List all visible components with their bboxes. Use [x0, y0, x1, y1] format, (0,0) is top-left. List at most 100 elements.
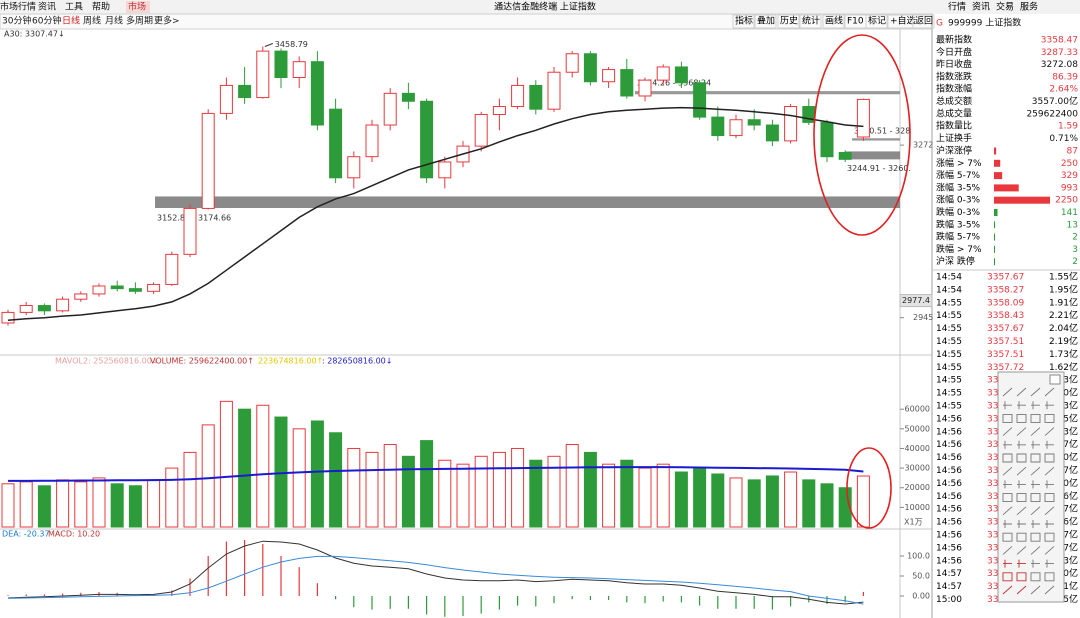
toolbar-button[interactable]: 叠加	[757, 16, 775, 27]
palette-tool[interactable]	[1030, 493, 1041, 503]
toolbar-button[interactable]: 统计	[802, 15, 820, 27]
palette-tool[interactable]	[1003, 520, 1012, 528]
palette-close[interactable]	[1049, 374, 1061, 385]
palette-tool[interactable]	[1045, 440, 1054, 449]
palette-tool[interactable]	[1031, 520, 1040, 528]
palette-tool[interactable]	[1044, 466, 1055, 476]
palette-tool[interactable]	[1030, 572, 1041, 582]
palette-tool[interactable]	[1017, 480, 1026, 489]
palette-tool[interactable]	[1002, 387, 1013, 397]
palette-tool[interactable]	[1044, 453, 1055, 463]
toolbar-button[interactable]: 历史	[780, 15, 798, 27]
palette-tool[interactable]	[1030, 453, 1041, 463]
volume-bar	[383, 444, 397, 528]
palette-tool[interactable]	[1030, 387, 1041, 397]
palette-tool[interactable]	[1016, 466, 1027, 476]
palette-tool[interactable]	[1002, 413, 1013, 423]
palette-tool[interactable]	[1044, 585, 1055, 595]
period-button[interactable]: 30分钟	[2, 15, 31, 27]
palette-tool[interactable]	[1002, 466, 1013, 476]
palette-tool[interactable]	[1044, 427, 1055, 436]
top-button[interactable]: 服务	[1020, 1, 1038, 13]
menu-item[interactable]: 资讯	[38, 2, 56, 13]
palette-tool[interactable]	[1044, 546, 1055, 555]
palette-tool[interactable]	[1017, 440, 1026, 449]
palette-tool[interactable]	[1016, 427, 1027, 436]
stat-label: 沪深 跌停	[936, 255, 975, 267]
period-button[interactable]: 日线	[62, 15, 80, 27]
palette-tool[interactable]	[1045, 401, 1054, 410]
palette-tool[interactable]	[1002, 493, 1013, 503]
palette-tool[interactable]	[1045, 520, 1054, 528]
toolbar-button-frame	[754, 14, 777, 29]
period-button[interactable]: 多周期	[126, 15, 153, 27]
palette-tool[interactable]	[1045, 480, 1054, 489]
candle-body	[620, 69, 634, 97]
tick-price: 3357.72	[987, 363, 1024, 373]
palette-tool[interactable]	[1017, 559, 1026, 568]
palette-tool[interactable]	[1002, 427, 1013, 436]
palette-tool[interactable]	[1016, 453, 1027, 463]
palette-tool[interactable]	[1044, 387, 1055, 397]
toolbar-button[interactable]: +自选	[890, 15, 916, 27]
period-button[interactable]: 更多>	[154, 15, 180, 27]
top-button[interactable]: 资讯	[972, 2, 990, 13]
palette-tool[interactable]	[1031, 440, 1040, 449]
palette-tool[interactable]	[1016, 387, 1027, 397]
palette-tool[interactable]	[1044, 506, 1055, 516]
top-button[interactable]: 交易	[996, 1, 1014, 13]
palette-tool[interactable]	[1044, 572, 1055, 582]
palette-tool[interactable]	[1044, 532, 1055, 542]
palette-tool[interactable]	[1003, 480, 1012, 489]
palette-tool[interactable]	[1016, 413, 1027, 423]
palette-tool[interactable]	[1030, 506, 1041, 516]
palette-tool[interactable]	[1017, 401, 1026, 410]
palette-tool[interactable]	[1030, 585, 1041, 595]
palette-tool[interactable]	[1031, 559, 1040, 568]
palette-tool[interactable]	[1002, 546, 1013, 555]
palette-tool[interactable]	[1002, 532, 1013, 542]
period-button[interactable]: 60分钟	[32, 15, 61, 27]
palette-tool[interactable]	[1030, 546, 1041, 555]
palette-tool[interactable]	[1016, 572, 1027, 582]
menu-item[interactable]: 工具	[65, 2, 83, 13]
palette-tool[interactable]	[1016, 532, 1027, 542]
palette-tool[interactable]	[1031, 480, 1040, 489]
menu-item[interactable]: 市场行情	[0, 1, 36, 13]
palette-tool[interactable]	[1016, 506, 1027, 516]
period-button[interactable]: 月线	[105, 15, 123, 27]
volume-bar	[456, 463, 470, 528]
candle-body	[128, 288, 142, 292]
palette-tool[interactable]	[1002, 506, 1013, 516]
palette-tool[interactable]	[1003, 559, 1012, 568]
menu-item[interactable]: 帮助	[92, 1, 110, 13]
toolbar-button[interactable]: 指标	[735, 15, 753, 27]
toolbar-button[interactable]: 标记	[868, 15, 886, 27]
quote-label: 总成交量	[936, 107, 972, 119]
tick-time: 14:55	[936, 402, 962, 412]
top-button[interactable]: 行情	[948, 1, 966, 13]
palette-tool[interactable]	[1031, 401, 1040, 410]
period-button[interactable]: 周线	[83, 15, 101, 27]
palette-tool[interactable]	[1017, 520, 1026, 528]
palette-tool[interactable]	[1002, 572, 1013, 582]
toolbar-button[interactable]: F10	[847, 17, 864, 27]
toolbar-button[interactable]: 画线	[825, 15, 843, 27]
price-band	[155, 196, 900, 208]
palette-tool[interactable]	[1003, 440, 1012, 449]
palette-tool[interactable]	[1030, 413, 1041, 423]
palette-tool[interactable]	[1030, 532, 1041, 542]
palette-tool[interactable]	[1002, 585, 1013, 595]
palette-tool[interactable]	[1044, 413, 1055, 423]
palette-tool[interactable]	[1003, 401, 1012, 410]
palette-tool[interactable]	[1016, 585, 1027, 595]
menu-item[interactable]: 市场	[128, 1, 146, 13]
palette-tool[interactable]	[1044, 493, 1055, 503]
palette-tool[interactable]	[1045, 559, 1054, 568]
toolbar-button[interactable]: 返回	[915, 15, 933, 27]
palette-tool[interactable]	[1016, 546, 1027, 555]
palette-tool[interactable]	[1016, 493, 1027, 503]
palette-tool[interactable]	[1030, 427, 1041, 436]
palette-tool[interactable]	[1030, 466, 1041, 476]
palette-tool[interactable]	[1002, 453, 1013, 463]
